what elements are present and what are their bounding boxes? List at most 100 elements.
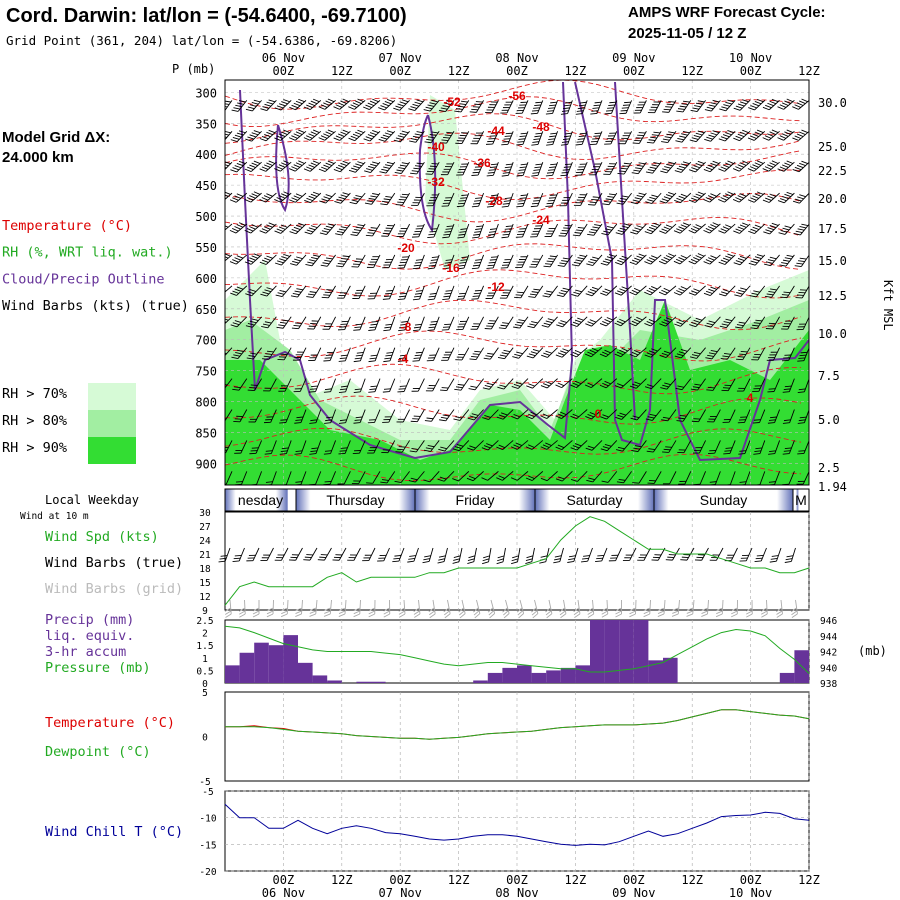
barb-feather — [367, 452, 374, 454]
precip-panel: Precip (mm)liq. equiv.3-hr accumPressure… — [45, 612, 887, 690]
barb-feather — [428, 264, 436, 267]
barb-feather — [444, 323, 451, 326]
barb-feather — [530, 112, 538, 115]
barb-staff — [431, 409, 440, 422]
barb-feather — [453, 558, 460, 561]
barb-feather — [233, 354, 240, 357]
barb-staff — [238, 547, 245, 562]
barb-feather — [413, 357, 421, 359]
barb-staff — [505, 599, 510, 614]
barb-feather — [636, 255, 643, 259]
precip-bar — [254, 642, 269, 683]
barb-feather — [249, 320, 257, 324]
wind-barb — [472, 223, 485, 239]
wind-barb — [397, 347, 411, 362]
barb-feather — [454, 388, 462, 391]
barb-feather — [674, 355, 682, 359]
barb-feather — [323, 102, 330, 106]
barb-feather — [386, 290, 393, 292]
barb-feather — [265, 353, 273, 355]
pressure-line — [224, 625, 810, 674]
barb-feather — [676, 228, 683, 232]
wind-barb-grid — [587, 599, 595, 618]
barb-feather — [686, 607, 694, 611]
barb-feather — [354, 419, 362, 421]
barb-feather — [296, 256, 303, 260]
barb-feather — [268, 99, 276, 103]
wind-barb-true — [260, 547, 274, 561]
wind-barb-true — [246, 547, 260, 562]
barb-feather — [765, 229, 772, 233]
wind-barb-true — [567, 547, 579, 563]
barb-feather — [486, 295, 494, 297]
barb-feather — [481, 477, 488, 481]
legend-item: Dewpoint (°C) — [45, 744, 151, 760]
barb-feather — [599, 353, 607, 358]
barb-feather — [355, 100, 362, 104]
barb-feather — [691, 290, 698, 294]
barb-feather — [438, 555, 446, 558]
barb-feather — [487, 203, 495, 205]
barb-feather — [232, 136, 240, 140]
barb-feather — [615, 262, 622, 266]
barb-feather — [707, 386, 715, 389]
barb-feather — [621, 107, 629, 109]
barb-feather — [572, 413, 580, 418]
barb-feather — [756, 160, 764, 164]
barb-feather — [281, 101, 288, 105]
temperature-ytick: 5 — [202, 688, 208, 699]
barb-feather — [355, 258, 363, 260]
barb-feather — [394, 171, 402, 174]
barb-feather — [352, 102, 360, 106]
barb-feather — [620, 110, 628, 112]
barb-feather — [397, 267, 405, 269]
barb-feather — [247, 136, 254, 140]
barb-feather — [558, 235, 566, 237]
barb-staff — [329, 599, 332, 614]
barb-feather — [469, 358, 477, 361]
wind-barb — [246, 347, 262, 360]
barb-feather — [771, 160, 779, 164]
barb-feather — [489, 135, 497, 137]
barb-feather — [671, 613, 679, 617]
wind-barb-grid — [224, 599, 232, 618]
barb-feather — [459, 231, 467, 233]
barb-feather — [750, 327, 758, 329]
barb-feather — [703, 229, 710, 234]
barb-feather — [312, 254, 320, 257]
barb-feather — [648, 257, 656, 261]
wind-barb — [599, 378, 618, 389]
wind-barb — [248, 409, 263, 423]
barb-feather — [678, 351, 686, 354]
barb-staff — [254, 409, 263, 423]
barb-feather — [383, 198, 391, 201]
barb-feather — [429, 613, 436, 619]
barb-feather — [429, 354, 436, 356]
barb-feather — [473, 137, 480, 139]
barb-feather — [540, 415, 548, 419]
barb-feather — [688, 229, 696, 234]
barb-feather — [502, 172, 510, 174]
barb-feather — [487, 106, 495, 108]
barb-feather — [383, 610, 390, 615]
barb-staff — [239, 409, 248, 422]
wind-barb — [603, 161, 618, 175]
wind-barb-true — [362, 547, 376, 562]
barb-feather — [353, 422, 361, 424]
temperature-label: -4 — [398, 352, 409, 366]
barb-staff — [590, 347, 603, 358]
barb-feather — [276, 166, 283, 170]
wind-barb — [555, 378, 573, 389]
wind-barb — [497, 378, 514, 390]
barb-feather — [752, 390, 759, 392]
barb-feather — [378, 138, 386, 142]
wind-barb — [674, 192, 692, 204]
barb-feather — [395, 105, 402, 109]
barb-feather — [739, 481, 747, 483]
barb-feather — [308, 227, 316, 231]
barb-feather — [310, 323, 317, 325]
rh-legend-swatch — [88, 383, 136, 410]
barb-feather — [527, 325, 535, 329]
barb-feather — [332, 559, 340, 561]
